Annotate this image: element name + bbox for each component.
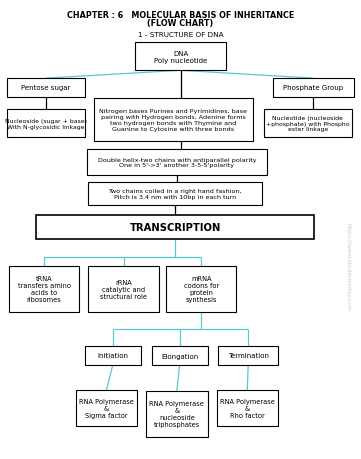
Text: https://www.studiestoday.com: https://www.studiestoday.com	[346, 222, 351, 310]
FancyBboxPatch shape	[36, 216, 314, 240]
Text: TRANSCRIPTION: TRANSCRIPTION	[129, 223, 221, 233]
FancyBboxPatch shape	[152, 347, 208, 365]
FancyBboxPatch shape	[166, 266, 236, 312]
Text: RNA Polymerase
&
Sigma factor: RNA Polymerase & Sigma factor	[79, 398, 134, 418]
Text: Nucleotide (nucleoside
+phosphate) with Phospho
ester linkage: Nucleotide (nucleoside +phosphate) with …	[266, 116, 349, 132]
Text: Nucleoside (sugar + base)
With N-glycosidic linkage: Nucleoside (sugar + base) With N-glycosi…	[5, 118, 87, 129]
Text: Initiation: Initiation	[97, 353, 128, 359]
FancyBboxPatch shape	[7, 79, 85, 97]
FancyBboxPatch shape	[264, 110, 352, 138]
FancyBboxPatch shape	[217, 390, 278, 426]
Text: Double helix-two chains with antiparallel polarity
One in 5'->3' another 3-5-5'p: Double helix-two chains with antiparalle…	[97, 157, 256, 168]
Text: RNA Polymerase
&
Rho factor: RNA Polymerase & Rho factor	[220, 398, 275, 418]
FancyBboxPatch shape	[88, 266, 159, 312]
Text: Nitrogen bases Purines and Pyrimidines, base
pairing with Hydrogen bonds, Adenin: Nitrogen bases Purines and Pyrimidines, …	[99, 109, 247, 131]
FancyBboxPatch shape	[87, 150, 267, 175]
FancyBboxPatch shape	[135, 43, 226, 71]
FancyBboxPatch shape	[273, 79, 354, 97]
Text: RNA Polymerase
&
nucleoside
triphosphates: RNA Polymerase & nucleoside triphosphate…	[149, 401, 204, 427]
FancyBboxPatch shape	[7, 110, 85, 138]
Text: CHAPTER : 6   MOLECULAR BASIS OF INHERITANCE: CHAPTER : 6 MOLECULAR BASIS OF INHERITAN…	[67, 11, 294, 20]
Text: DNA
Poly nucleotide: DNA Poly nucleotide	[154, 50, 207, 63]
Text: Elongation: Elongation	[161, 353, 198, 359]
FancyBboxPatch shape	[85, 347, 141, 365]
Text: tRNA
transfers amino
acids to
ribosomes: tRNA transfers amino acids to ribosomes	[18, 276, 71, 302]
Text: Termination: Termination	[228, 353, 269, 359]
Text: rRNA
catalytic and
structural role: rRNA catalytic and structural role	[100, 279, 147, 299]
Text: (FLOW CHART): (FLOW CHART)	[147, 19, 214, 28]
Text: mRNA
codons for
protein
synthesis: mRNA codons for protein synthesis	[184, 276, 219, 302]
FancyBboxPatch shape	[146, 391, 208, 437]
FancyBboxPatch shape	[88, 182, 262, 205]
FancyBboxPatch shape	[76, 390, 137, 426]
FancyBboxPatch shape	[218, 347, 278, 365]
Text: Pentose sugar: Pentose sugar	[21, 85, 71, 91]
Text: Phosphate Group: Phosphate Group	[283, 85, 343, 91]
Text: 1 - STRUCTURE OF DNA: 1 - STRUCTURE OF DNA	[138, 32, 223, 38]
FancyBboxPatch shape	[94, 99, 253, 141]
Text: Two chains coiled in a right hand fashion,
Pitch is 3.4 nm with 10bp in each tur: Two chains coiled in a right hand fashio…	[108, 188, 242, 199]
FancyBboxPatch shape	[9, 266, 79, 312]
